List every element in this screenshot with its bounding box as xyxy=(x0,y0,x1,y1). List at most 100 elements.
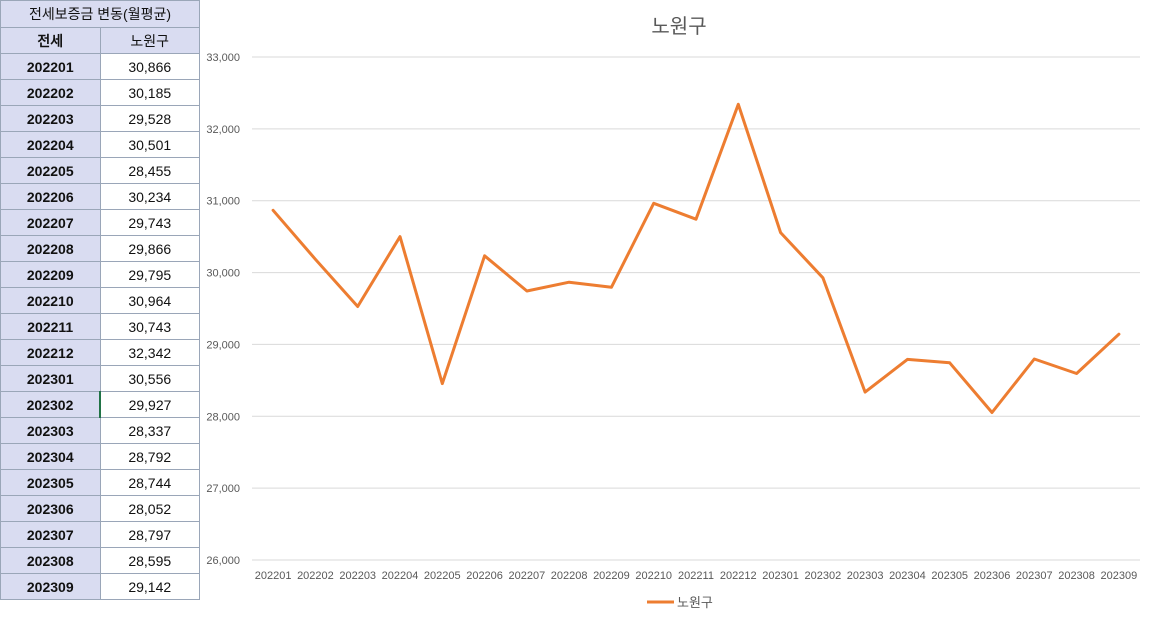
x-axis-ticks: 202201 202202 202203 202204 202205 202206 2022… xyxy=(255,570,1137,582)
row-value-cell[interactable]: 30,866 xyxy=(99,53,200,80)
series-group xyxy=(271,102,1121,414)
row-month-cell[interactable]: 202207 xyxy=(0,209,101,236)
table-row: 202204 30,501 xyxy=(0,131,200,158)
chart-svg: 노원구 26,000 27,000 28,000 29,000 30,000 31,000… xyxy=(206,15,1140,610)
x-tick-label: 202206 xyxy=(466,570,503,582)
table-row: 202309 29,142 xyxy=(0,573,200,600)
table-row: 202304 28,792 xyxy=(0,443,200,470)
x-tick-label: 202205 xyxy=(424,570,461,582)
row-value-cell[interactable]: 29,866 xyxy=(99,235,200,262)
row-month-cell[interactable]: 202308 xyxy=(0,547,101,574)
row-value-cell[interactable]: 32,342 xyxy=(99,339,200,366)
row-value-cell[interactable]: 30,964 xyxy=(99,287,200,314)
row-month-cell[interactable]: 202304 xyxy=(0,443,101,470)
row-value-cell[interactable]: 29,795 xyxy=(99,261,200,288)
row-value-cell[interactable]: 28,052 xyxy=(99,495,200,522)
row-value-cell[interactable]: 30,556 xyxy=(99,365,200,392)
table-row: 202307 28,797 xyxy=(0,521,200,548)
x-tick-label: 202303 xyxy=(847,570,884,582)
row-month-cell[interactable]: 202212 xyxy=(0,339,101,366)
gridlines xyxy=(252,56,1140,561)
x-tick-label: 202308 xyxy=(1058,570,1095,582)
x-tick-label: 202204 xyxy=(382,570,419,582)
row-value-cell[interactable]: 30,743 xyxy=(99,313,200,340)
table-row: 202306 28,052 xyxy=(0,495,200,522)
row-value-cell[interactable]: 29,528 xyxy=(99,105,200,132)
table-row: 202212 32,342 xyxy=(0,339,200,366)
x-tick-label: 202209 xyxy=(593,570,630,582)
table-row: 202205 28,455 xyxy=(0,157,200,184)
table-row: 202201 30,866 xyxy=(0,53,200,80)
y-tick-label: 30,000 xyxy=(206,268,240,280)
y-tick-label: 26,000 xyxy=(206,555,240,567)
row-month-cell[interactable]: 202210 xyxy=(0,287,101,314)
column-header-district[interactable]: 노원구 xyxy=(99,27,200,54)
x-tick-label: 202307 xyxy=(1016,570,1053,582)
x-tick-label: 202201 xyxy=(255,570,292,582)
row-month-cell[interactable]: 202202 xyxy=(0,79,101,106)
row-value-cell[interactable]: 29,142 xyxy=(99,573,200,600)
row-month-cell[interactable]: 202201 xyxy=(0,53,101,80)
y-tick-label: 28,000 xyxy=(206,411,240,423)
x-tick-label: 202302 xyxy=(804,570,841,582)
row-value-cell[interactable]: 30,234 xyxy=(99,183,200,210)
table-row: 202302 29,927 xyxy=(0,391,200,418)
y-tick-label: 32,000 xyxy=(206,124,240,136)
row-value-cell[interactable]: 29,927 xyxy=(99,391,200,418)
y-tick-label: 31,000 xyxy=(206,196,240,208)
row-month-cell[interactable]: 202302 xyxy=(0,391,101,418)
row-month-cell[interactable]: 202208 xyxy=(0,235,101,262)
table-row: 202211 30,743 xyxy=(0,313,200,340)
y-axis-ticks: 26,000 27,000 28,000 29,000 30,000 31,000 32,0… xyxy=(206,52,240,567)
row-month-cell[interactable]: 202211 xyxy=(0,313,101,340)
row-month-cell[interactable]: 202204 xyxy=(0,131,101,158)
legend: 노원구 xyxy=(647,595,713,610)
x-tick-label: 202301 xyxy=(762,570,799,582)
row-month-cell[interactable]: 202209 xyxy=(0,261,101,288)
row-month-cell[interactable]: 202203 xyxy=(0,105,101,132)
line-chart[interactable]: 노원구 26,000 27,000 28,000 29,000 30,000 31,000… xyxy=(200,0,1161,625)
row-value-cell[interactable]: 28,337 xyxy=(99,417,200,444)
y-tick-label: 29,000 xyxy=(206,339,240,351)
chart-title: 노원구 xyxy=(651,15,706,38)
table-row: 202207 29,743 xyxy=(0,209,200,236)
row-month-cell[interactable]: 202305 xyxy=(0,469,101,496)
row-month-cell[interactable]: 202206 xyxy=(0,183,101,210)
table-row: 202208 29,866 xyxy=(0,235,200,262)
table-row: 202301 30,556 xyxy=(0,365,200,392)
table-row: 202202 30,185 xyxy=(0,79,200,106)
row-value-cell[interactable]: 29,743 xyxy=(99,209,200,236)
series-line[interactable] xyxy=(271,102,1121,414)
row-value-cell[interactable]: 28,595 xyxy=(99,547,200,574)
row-value-cell[interactable]: 28,455 xyxy=(99,157,200,184)
table-row: 202206 30,234 xyxy=(0,183,200,210)
table-row: 202209 29,795 xyxy=(0,261,200,288)
row-value-cell[interactable]: 28,744 xyxy=(99,469,200,496)
table-row: 202203 29,528 xyxy=(0,105,200,132)
row-month-cell[interactable]: 202309 xyxy=(0,573,101,600)
row-month-cell[interactable]: 202307 xyxy=(0,521,101,548)
row-month-cell[interactable]: 202306 xyxy=(0,495,101,522)
x-tick-label: 202304 xyxy=(889,570,926,582)
x-tick-label: 202306 xyxy=(974,570,1011,582)
x-tick-label: 202309 xyxy=(1100,570,1137,582)
data-table: 전세보증금 변동(월평균) 전세 노원구 202201 30,866 202202 3… xyxy=(0,0,200,600)
row-month-cell[interactable]: 202301 xyxy=(0,365,101,392)
row-value-cell[interactable]: 30,501 xyxy=(99,131,200,158)
table-row: 202303 28,337 xyxy=(0,417,200,444)
row-month-cell[interactable]: 202205 xyxy=(0,157,101,184)
x-tick-label: 202203 xyxy=(339,570,376,582)
row-month-cell[interactable]: 202303 xyxy=(0,417,101,444)
table-title[interactable]: 전세보증금 변동(월평균) xyxy=(0,0,200,28)
row-value-cell[interactable]: 28,797 xyxy=(99,521,200,548)
data-table-panel: 전세보증금 변동(월평균) 전세 노원구 202201 30,866 202202 3… xyxy=(0,0,200,625)
x-tick-label: 202212 xyxy=(720,570,757,582)
x-tick-label: 202202 xyxy=(297,570,334,582)
table-row: 202210 30,964 xyxy=(0,287,200,314)
x-tick-label: 202207 xyxy=(508,570,545,582)
y-tick-label: 33,000 xyxy=(206,52,240,64)
x-tick-label: 202211 xyxy=(678,570,714,582)
column-header-month[interactable]: 전세 xyxy=(0,27,101,54)
row-value-cell[interactable]: 30,185 xyxy=(99,79,200,106)
row-value-cell[interactable]: 28,792 xyxy=(99,443,200,470)
